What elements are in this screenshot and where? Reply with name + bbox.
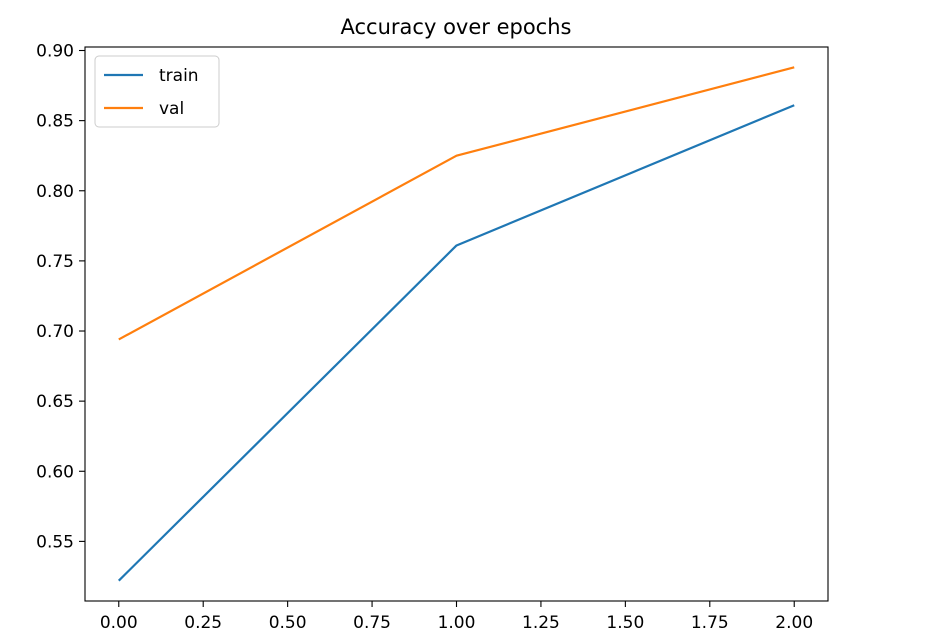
y-tick-label: 0.60	[36, 462, 74, 482]
y-tick-label: 0.65	[36, 392, 74, 412]
series-line-val	[118, 66, 795, 341]
y-tick-label: 0.70	[36, 322, 74, 342]
x-tick-label: 1.50	[606, 613, 644, 633]
y-tick-label: 0.85	[36, 112, 74, 132]
legend-label-val: val	[159, 99, 184, 119]
plot-frame	[84, 46, 829, 602]
x-tick-label: 2.00	[775, 613, 813, 633]
y-tick-label: 0.75	[36, 252, 74, 272]
x-tick-label: 0.75	[353, 613, 391, 633]
x-tick-label: 0.25	[184, 613, 222, 633]
legend-label-train: train	[159, 66, 199, 86]
plot-area	[117, 66, 795, 582]
y-tick-label: 0.80	[36, 182, 74, 202]
x-tick-label: 0.00	[100, 613, 138, 633]
legend-box	[94, 55, 220, 128]
legend: train val	[94, 55, 220, 128]
x-tick-label: 1.75	[691, 613, 729, 633]
y-tick-label: 0.90	[36, 42, 74, 62]
axes: 0.00 0.25 0.50 0.75 1.00 1.25 1.50 1.75 2.00 0.55…	[36, 42, 829, 633]
x-tick-label: 1.25	[522, 613, 560, 633]
series-line-train	[117, 104, 795, 582]
y-tick-label: 0.55	[36, 532, 74, 552]
chart-title: Accuracy over epochs	[341, 15, 572, 39]
x-tick-label: 0.50	[269, 613, 307, 633]
x-tick-label: 1.00	[438, 613, 476, 633]
